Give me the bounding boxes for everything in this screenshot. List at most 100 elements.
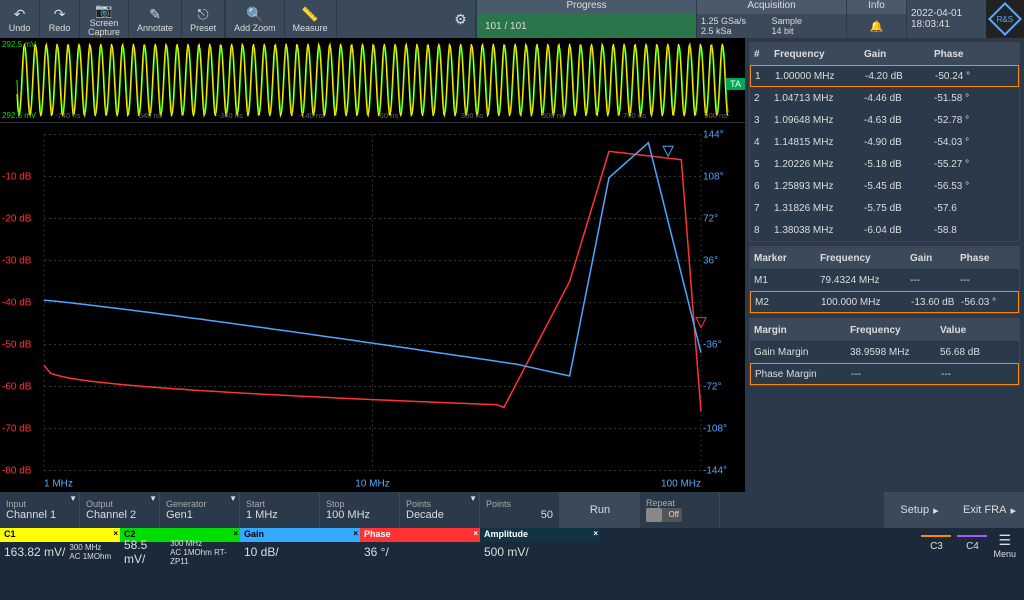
channel-c1[interactable]: C1× 163.82 mV/300 MHzAC 1MOhm [0,528,120,562]
start-param[interactable]: Start1 MHz [240,492,320,528]
svg-text:-40 dB: -40 dB [2,298,32,309]
undo-button[interactable]: ↶Undo [0,0,40,38]
output-param[interactable]: ▼OutputChannel 2 [80,492,160,528]
info-title: Info [847,0,906,14]
svg-text:300 ns: 300 ns [461,111,484,120]
svg-text:72°: 72° [703,214,718,225]
stop-param[interactable]: Stop100 MHz [320,492,400,528]
svg-text:36°: 36° [703,256,718,267]
redo-icon: ↷ [54,6,66,22]
zoom-icon: 🔍 [246,6,263,22]
menu-icon: ☰ [998,532,1011,549]
setup-button[interactable]: Setup▸ [884,492,954,528]
table-row[interactable]: Phase Margin------ [750,363,1019,385]
waveform-top-label: 292.5 mV [2,40,36,49]
table-row[interactable]: M2100.000 MHz-13.60 dB-56.03 ° [750,291,1019,313]
svg-text:-60 dB: -60 dB [2,382,32,393]
waveform-bot-label: 292.5 mV [2,111,36,120]
acquisition-title: Acquisition [697,0,846,14]
table-row[interactable]: M179.4324 MHz------ [750,269,1019,291]
channel-c4-tab[interactable]: C4 [957,535,987,555]
svg-text:500 ns: 500 ns [542,111,565,120]
measure-button[interactable]: 📏Measure [285,0,337,38]
svg-text:-108°: -108° [703,424,727,435]
close-icon[interactable]: × [473,529,478,538]
svg-text:-140 ns: -140 ns [299,111,325,120]
measure-icon: 📏 [301,6,318,22]
svg-text:144°: 144° [703,130,724,141]
table-row[interactable]: 31.09648 MHz-4.63 dB-52.78 ° [750,109,1019,131]
svg-text:-144°: -144° [703,466,727,477]
acquisition-section: Acquisition 1.25 GSa/s2.5 kSa Sample14 b… [696,0,846,38]
params-row: ▼InputChannel 1 ▼OutputChannel 2 ▼Genera… [0,492,1024,528]
table-row[interactable]: 41.14815 MHz-4.90 dB-54.03 ° [750,131,1019,153]
undo-icon: ↶ [14,6,26,22]
settings-gear-button[interactable]: ⚙ [446,0,476,38]
brand-logo: R&S [986,0,1024,38]
table-row[interactable]: 11.00000 MHz-4.20 dB-50.24 ° [750,65,1019,87]
ta-badge: TA [726,78,745,90]
channel-c2[interactable]: C2× 58.5 mV/300 MHzAC 1MOhm RT-ZP11 [120,528,240,562]
table-row[interactable]: 71.31826 MHz-5.75 dB-57.6 [750,197,1019,219]
svg-text:100 MHz: 100 MHz [661,479,701,490]
input-param[interactable]: ▼InputChannel 1 [0,492,80,528]
camera-icon: 📷 [95,2,112,18]
pencil-icon: ✎ [149,6,161,22]
svg-text:-36°: -36° [703,340,721,351]
progress-title: Progress [477,0,696,14]
channels-row: C1× 163.82 mV/300 MHzAC 1MOhm C2× 58.5 m… [0,528,1024,562]
run-button[interactable]: Run [560,492,640,528]
svg-text:108°: 108° [703,172,724,183]
bode-svg: 144° -10 dB 108° -20 dB 72° -30 dB 36° -40 dB -5… [0,123,745,492]
table-row[interactable]: 61.25893 MHz-5.45 dB-56.53 ° [750,175,1019,197]
screen-capture-button[interactable]: 📷Screen Capture [80,0,129,38]
bell-icon[interactable]: 🔔 [870,20,884,33]
svg-text:-340 ns: -340 ns [217,111,243,120]
table-row[interactable]: Gain Margin38.9598 MHz56.68 dB [750,341,1019,363]
svg-text:-740 ns: -740 ns [55,111,81,120]
close-icon[interactable]: × [233,529,238,538]
close-icon[interactable]: × [593,529,598,538]
bode-plot[interactable]: 144° -10 dB 108° -20 dB 72° -30 dB 36° -40 dB -5… [0,123,745,492]
add-zoom-button[interactable]: 🔍Add Zoom [226,0,285,38]
gear-icon: ⚙ [454,11,467,27]
svg-text:10 MHz: 10 MHz [355,479,389,490]
points-param[interactable]: Points50 [480,492,560,528]
redo-button[interactable]: ↷Redo [40,0,80,38]
preset-button[interactable]: ⎋Preset [182,0,225,38]
preset-icon: ⎋ [198,6,209,22]
waveform-strip[interactable]: -740 ns-540 ns-340 ns-140 ns60 ns300 ns5… [0,38,745,123]
channel-gain[interactable]: Gain× 10 dB/ [240,528,360,562]
main-area: -740 ns-540 ns-340 ns-140 ns60 ns300 ns5… [0,38,1024,492]
channel-c3-tab[interactable]: C3 [921,535,951,555]
generator-param[interactable]: ▼GeneratorGen1 [160,492,240,528]
svg-text:-50 dB: -50 dB [2,340,32,351]
svg-text:1 MHz: 1 MHz [44,479,73,490]
svg-text:-70 dB: -70 dB [2,424,32,435]
menu-button[interactable]: ☰Menu [993,532,1016,559]
exit-fra-button[interactable]: Exit FRA▸ [954,492,1024,528]
svg-text:-80 dB: -80 dB [2,466,32,477]
annotate-button[interactable]: ✎Annotate [129,0,182,38]
channel-amplitude[interactable]: Amplitude× 500 mV/ [480,528,600,562]
close-icon[interactable]: × [113,529,118,538]
repeat-toggle[interactable]: RepeatOff [640,492,720,528]
info-section: Info 🔔 [846,0,906,38]
svg-text:60 ns: 60 ns [380,111,399,120]
data-panel: #FrequencyGainPhase11.00000 MHz-4.20 dB-… [745,38,1024,492]
channel-phase[interactable]: Phase× 36 °/ [360,528,480,562]
svg-text:900 ns: 900 ns [704,111,727,120]
waveform-svg: -740 ns-540 ns-340 ns-140 ns60 ns300 ns5… [0,38,745,122]
svg-text:-10 dB: -10 dB [2,172,32,183]
table-row[interactable]: 81.38038 MHz-6.04 dB-58.8 [750,219,1019,241]
frequency-table: #FrequencyGainPhase11.00000 MHz-4.20 dB-… [749,42,1020,242]
main-toolbar: ↶Undo ↷Redo 📷Screen Capture ✎Annotate ⎋P… [0,0,1024,38]
marker-table: MarkerFrequencyGainPhaseM179.4324 MHz---… [749,246,1020,314]
svg-text:-20 dB: -20 dB [2,214,32,225]
points-mode-param[interactable]: ▼PointsDecade [400,492,480,528]
close-icon[interactable]: × [353,529,358,538]
svg-text:-30 dB: -30 dB [2,256,32,267]
table-row[interactable]: 51.20226 MHz-5.18 dB-55.27 ° [750,153,1019,175]
progress-bar: 101 / 101 [477,14,696,38]
table-row[interactable]: 21.04713 MHz-4.46 dB-51.58 ° [750,87,1019,109]
